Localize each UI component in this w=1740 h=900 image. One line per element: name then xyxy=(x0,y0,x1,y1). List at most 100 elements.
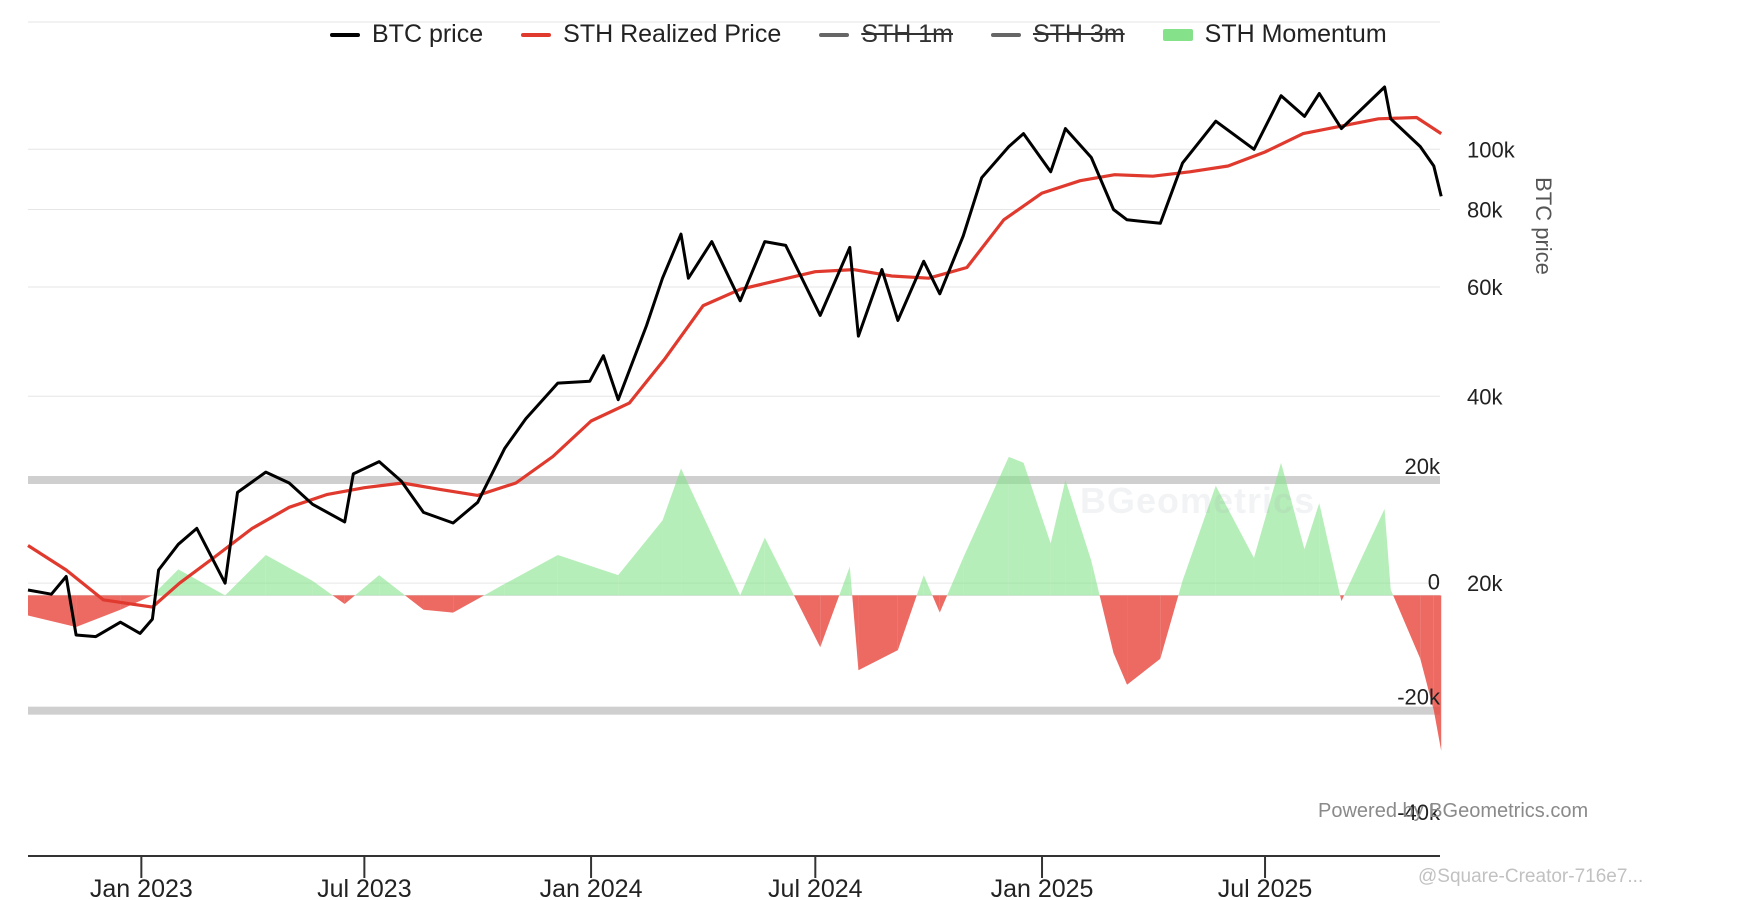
legend-label: STH Realized Price xyxy=(563,20,782,48)
momentum-positive-segment xyxy=(849,566,853,596)
momentum-tick-label: 0 xyxy=(1428,569,1440,594)
momentum-negative-segment xyxy=(1433,595,1442,752)
momentum-positive-segment xyxy=(1050,480,1066,596)
momentum-positive-segment xyxy=(1178,580,1183,596)
sth-1m-swatch xyxy=(819,32,850,37)
legend-item-btc-price[interactable]: BTC price xyxy=(330,20,483,49)
momentum-reference-bands xyxy=(28,476,1440,715)
sth-realized-price-swatch xyxy=(521,32,552,37)
sth-momentum-swatch xyxy=(1162,28,1193,41)
momentum-positive-segment xyxy=(225,554,266,596)
momentum-positive-segment xyxy=(484,583,505,596)
price-lines xyxy=(27,85,1443,639)
momentum-negative-segment xyxy=(858,595,898,671)
price-tick-label: 100k xyxy=(1467,137,1516,162)
momentum-positive-segment xyxy=(557,554,619,596)
momentum-negative-segment xyxy=(28,595,77,628)
momentum-positive-segment xyxy=(1182,485,1216,596)
momentum-positive-segment xyxy=(178,569,226,596)
momentum-positive-segment xyxy=(740,537,765,596)
momentum-area xyxy=(28,456,1442,752)
momentum-positive-segment xyxy=(1215,485,1254,596)
price-tick-label: 20k xyxy=(1467,571,1503,596)
momentum-positive-segment xyxy=(1344,508,1385,596)
btc-price-swatch xyxy=(330,32,360,37)
momentum-negative-segment xyxy=(939,595,948,613)
momentum-negative-segment xyxy=(820,595,840,648)
price-tick-label: 60k xyxy=(1467,275,1503,300)
x-tick-label: Jan 2024 xyxy=(540,875,643,900)
price-tick-label: 80k xyxy=(1467,197,1503,222)
x-tick-label: Jan 2023 xyxy=(90,875,193,900)
momentum-positive-segment xyxy=(947,557,964,596)
momentum-negative-segment xyxy=(897,595,917,651)
legend-label: STH Momentum xyxy=(1204,20,1387,48)
momentum-tick-label: 20k xyxy=(1405,454,1441,479)
legend-item-sth-momentum[interactable]: STH Momentum xyxy=(1162,20,1387,49)
momentum-positive-segment xyxy=(312,580,333,596)
momentum-negative-segment xyxy=(76,595,121,628)
momentum-positive-segment xyxy=(379,575,406,596)
price-axis-title: BTC price xyxy=(1531,177,1556,275)
btc-price-line xyxy=(27,85,1443,639)
momentum-negative-segment xyxy=(1099,595,1114,653)
momentum-negative-segment xyxy=(332,595,345,604)
momentum-positive-segment xyxy=(1008,456,1024,596)
legend-label: STH 1m xyxy=(861,20,953,48)
momentum-positive-segment xyxy=(1065,480,1092,596)
momentum-positive-segment xyxy=(662,468,682,596)
sth-realized-price-line xyxy=(27,115,1443,609)
momentum-negative-segment xyxy=(1341,595,1345,602)
momentum-negative-segment xyxy=(344,595,356,604)
momentum-tick-label: -40k xyxy=(1397,800,1441,825)
momentum-negative-segment xyxy=(1340,595,1342,602)
momentum-positive-segment xyxy=(923,575,933,596)
x-tick-label: Jul 2023 xyxy=(317,875,412,900)
legend-label: BTC price xyxy=(372,20,484,48)
axes: 20k 40k 60k 80k 100k BTC price 20k 0 -20k -40k Jan… xyxy=(28,137,1556,900)
momentum-positive-segment xyxy=(1281,462,1305,596)
momentum-negative-segment xyxy=(1113,595,1128,685)
momentum-positive-segment xyxy=(355,575,380,596)
momentum-positive-segment xyxy=(618,520,663,596)
sth-3m-swatch xyxy=(990,32,1021,37)
momentum-positive-segment xyxy=(1091,560,1100,596)
momentum-negative-segment xyxy=(120,595,153,610)
momentum-reference-band xyxy=(28,706,1440,715)
legend-item-sth-realized-price[interactable]: STH Realized Price xyxy=(521,20,781,49)
momentum-positive-segment xyxy=(1253,462,1282,596)
momentum-positive-segment xyxy=(681,468,741,596)
momentum-positive-segment xyxy=(1023,462,1051,596)
x-tick-label: Jul 2025 xyxy=(1218,875,1313,900)
x-tick-label: Jan 2025 xyxy=(991,875,1094,900)
credits-link[interactable]: Powered by BGeometrics.com xyxy=(1318,800,1589,822)
legend-item-sth-1m[interactable]: STH 1m xyxy=(819,20,953,49)
legend-item-sth-3m[interactable]: STH 3m xyxy=(990,20,1125,49)
legend-label: STH 3m xyxy=(1032,20,1125,48)
momentum-positive-segment xyxy=(1384,508,1391,596)
momentum-positive-segment xyxy=(1319,503,1341,596)
momentum-positive-segment xyxy=(265,554,313,596)
momentum-tick-label: -20k xyxy=(1397,685,1441,710)
x-tick-label: Jul 2024 xyxy=(768,875,863,900)
momentum-negative-segment xyxy=(1160,595,1179,659)
momentum-negative-segment xyxy=(793,595,821,648)
momentum-negative-segment xyxy=(405,595,424,610)
legend: BTC price STH Realized Price STH 1m STH … xyxy=(330,20,1387,49)
momentum-positive-segment xyxy=(764,537,794,596)
momentum-positive-segment xyxy=(963,456,1009,596)
momentum-negative-segment xyxy=(932,595,940,613)
price-tick-label: 40k xyxy=(1467,384,1503,409)
momentum-positive-segment xyxy=(839,566,850,596)
momentum-positive-segment xyxy=(504,554,558,596)
momentum-reference-band xyxy=(28,476,1440,484)
momentum-negative-segment xyxy=(1420,595,1434,711)
momentum-positive-segment xyxy=(916,575,924,596)
watermark: @Square-Creator-716e7... xyxy=(1418,866,1644,887)
momentum-negative-segment xyxy=(453,595,485,613)
momentum-negative-segment xyxy=(1393,595,1421,659)
background-logo: BGeometrics xyxy=(1080,480,1316,521)
momentum-positive-segment xyxy=(1304,503,1320,596)
momentum-negative-segment xyxy=(852,595,859,671)
